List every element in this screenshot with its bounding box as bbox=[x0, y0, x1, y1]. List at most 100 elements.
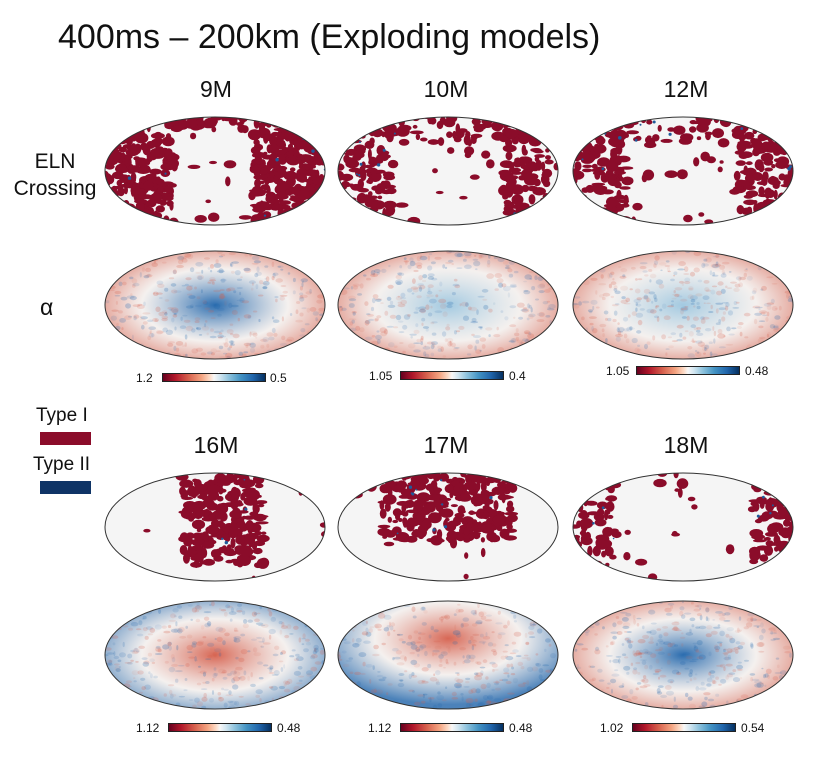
model-label-12m: 12M bbox=[663, 76, 709, 102]
alpha-texture bbox=[621, 296, 626, 300]
alpha-texture bbox=[268, 605, 271, 608]
alpha-texture bbox=[222, 342, 227, 345]
alpha-map-10m bbox=[337, 250, 559, 360]
alpha-texture bbox=[231, 677, 236, 684]
alpha-texture bbox=[460, 693, 464, 696]
alpha-texture bbox=[229, 345, 233, 349]
alpha-texture bbox=[749, 673, 756, 676]
alpha-texture bbox=[217, 307, 225, 311]
alpha-texture bbox=[251, 255, 260, 261]
alpha-texture bbox=[341, 650, 347, 654]
alpha-texture bbox=[388, 264, 391, 268]
alpha-texture bbox=[505, 264, 510, 267]
alpha-texture bbox=[780, 619, 784, 624]
alpha-texture bbox=[723, 666, 726, 672]
map-outline bbox=[337, 250, 559, 360]
crossing-blob bbox=[277, 208, 283, 218]
crossing-blob bbox=[783, 519, 791, 527]
alpha-texture bbox=[689, 617, 696, 622]
alpha-texture bbox=[463, 659, 471, 664]
alpha-texture bbox=[634, 347, 640, 354]
alpha-texture bbox=[418, 308, 426, 313]
alpha-texture bbox=[143, 275, 150, 279]
alpha-texture bbox=[666, 266, 671, 273]
alpha-texture bbox=[338, 321, 341, 325]
alpha-texture bbox=[156, 330, 163, 335]
alpha-texture bbox=[230, 343, 235, 346]
crossing-blob bbox=[111, 199, 124, 208]
alpha-texture bbox=[679, 332, 683, 338]
crossing-blob bbox=[778, 563, 784, 575]
alpha-texture bbox=[217, 313, 222, 317]
crossing-blob bbox=[750, 217, 765, 225]
alpha-texture bbox=[293, 625, 299, 630]
crossing-blob bbox=[553, 123, 558, 133]
alpha-texture bbox=[733, 301, 738, 305]
crossing-blob bbox=[298, 213, 310, 219]
alpha-texture bbox=[632, 614, 636, 621]
alpha-texture bbox=[446, 301, 454, 305]
alpha-texture bbox=[738, 276, 742, 282]
alpha-texture bbox=[170, 613, 176, 619]
crossing-blob bbox=[340, 173, 354, 182]
alpha-texture bbox=[690, 298, 696, 303]
alpha-texture bbox=[355, 325, 361, 331]
alpha-texture bbox=[470, 636, 474, 640]
alpha-texture bbox=[413, 349, 421, 353]
crossing-blob bbox=[252, 203, 260, 210]
alpha-texture bbox=[200, 352, 207, 356]
alpha-texture bbox=[249, 347, 256, 353]
alpha-texture bbox=[627, 601, 633, 603]
alpha-texture bbox=[515, 328, 519, 333]
alpha-texture bbox=[410, 641, 416, 646]
alpha-texture bbox=[513, 316, 516, 319]
crossing-blob bbox=[543, 132, 556, 139]
crossing-blob bbox=[105, 148, 107, 153]
alpha-texture bbox=[508, 273, 514, 278]
alpha-texture bbox=[295, 653, 300, 657]
alpha-texture bbox=[139, 315, 142, 319]
crossing-blob bbox=[770, 209, 777, 221]
alpha-texture bbox=[435, 670, 441, 676]
crossing-blob bbox=[183, 538, 193, 547]
alpha-texture bbox=[196, 701, 203, 707]
alpha-texture bbox=[363, 252, 369, 255]
alpha-texture bbox=[637, 319, 643, 326]
alpha-texture bbox=[411, 707, 417, 709]
alpha-texture bbox=[272, 319, 280, 323]
alpha-texture bbox=[200, 688, 208, 690]
crossing-blob bbox=[480, 473, 486, 480]
alpha-texture bbox=[359, 327, 365, 333]
alpha-texture bbox=[723, 335, 726, 338]
crossing-blob bbox=[756, 117, 763, 122]
alpha-texture bbox=[600, 274, 604, 279]
alpha-texture bbox=[707, 617, 710, 622]
alpha-texture bbox=[535, 653, 539, 656]
crossing-blob bbox=[259, 167, 269, 175]
alpha-texture bbox=[405, 260, 408, 265]
crossing-blob bbox=[208, 490, 220, 501]
alpha-texture bbox=[258, 677, 264, 680]
crossing-blob bbox=[142, 223, 152, 225]
alpha-texture bbox=[296, 682, 303, 685]
crossing-type2-dot bbox=[652, 120, 656, 124]
alpha-texture bbox=[252, 332, 258, 337]
crossing-blob bbox=[297, 173, 308, 183]
crossing-blob bbox=[243, 515, 256, 520]
crossing-blob bbox=[545, 155, 551, 160]
alpha-texture bbox=[260, 645, 263, 648]
alpha-texture bbox=[224, 300, 227, 306]
crossing-blob bbox=[338, 218, 345, 224]
alpha-texture bbox=[788, 669, 793, 675]
crossing-blob bbox=[178, 510, 189, 514]
crossing-blob bbox=[466, 518, 473, 523]
alpha-texture bbox=[187, 651, 193, 653]
alpha-texture bbox=[129, 251, 133, 254]
alpha-texture bbox=[296, 346, 305, 349]
crossing-blob bbox=[482, 493, 489, 502]
alpha-texture bbox=[629, 326, 633, 331]
alpha-texture bbox=[689, 271, 696, 277]
alpha-texture bbox=[243, 351, 249, 354]
alpha-texture bbox=[477, 602, 480, 609]
alpha-texture bbox=[119, 318, 126, 323]
